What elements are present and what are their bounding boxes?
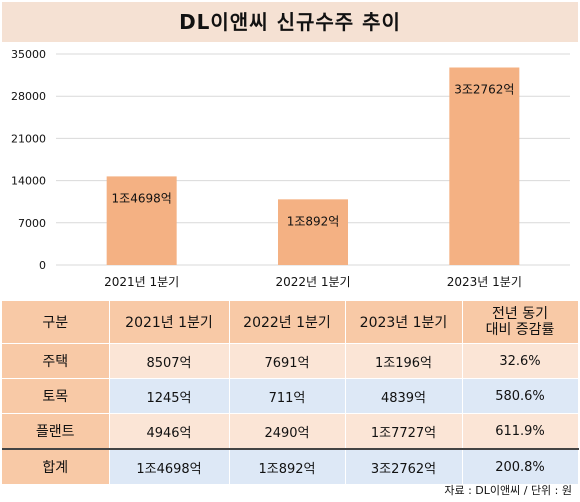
table-total-row: 합계 1조4698억 1조892억 3조2762억 200.8% [2, 448, 579, 485]
bar [449, 67, 520, 265]
y-tick-label: 7000 [18, 217, 46, 230]
y-tick-label: 35000 [11, 48, 46, 61]
table-cell: 1조4698억 [109, 448, 230, 485]
header-2023q1: 2023년 1분기 [345, 301, 463, 344]
table-cell: 580.6% [462, 378, 579, 414]
table-cell: 8507억 [109, 343, 230, 379]
chart-title: DL이앤씨 신규수주 추이 [179, 10, 401, 34]
table-cell: 4946억 [109, 413, 230, 450]
header-yoy-change: 전년 동기 대비 증감률 [462, 301, 579, 344]
table-cell: 1245억 [109, 378, 230, 414]
header-category: 구분 [2, 301, 110, 344]
y-tick-label: 14000 [11, 175, 46, 188]
table-cell: 2490억 [229, 413, 346, 450]
row-label: 토목 [2, 378, 110, 414]
x-tick-label: 2023년 1분기 [447, 275, 522, 289]
header-yoy-line2: 대비 증감률 [485, 322, 555, 338]
table-row: 플랜트 4946억 2490억 1조7727억 611.9% [2, 413, 579, 450]
total-label: 합계 [2, 448, 110, 485]
y-tick-label: 0 [39, 259, 46, 272]
header-2021q1: 2021년 1분기 [109, 301, 230, 344]
table-cell: 1조892억 [229, 448, 346, 485]
y-tick-label: 28000 [11, 90, 46, 103]
y-tick-label: 21000 [11, 132, 46, 145]
table-cell: 711억 [229, 378, 346, 414]
table-header-row: 구분 2021년 1분기 2022년 1분기 2023년 1분기 전년 동기 대… [2, 301, 579, 344]
table-row: 토목 1245억 711억 4839억 580.6% [2, 378, 579, 414]
row-label: 플랜트 [2, 413, 110, 450]
table-cell: 1조196억 [345, 343, 463, 379]
table-cell: 3조2762억 [345, 448, 463, 485]
source-note: 자료 : DL이앤씨 / 단위 : 원 [444, 484, 572, 497]
bar-chart: 0 7000 14000 21000 28000 35000 1조4698억 2021년 1분… [11, 48, 570, 289]
row-label: 주택 [2, 343, 110, 379]
bar [278, 199, 348, 265]
table-cell: 200.8% [462, 448, 579, 485]
header-yoy-line1: 전년 동기 [492, 306, 548, 322]
bar-value-label: 1조4698억 [112, 191, 172, 205]
x-tick-label: 2022년 1분기 [275, 275, 350, 289]
bar-value-label: 3조2762억 [454, 82, 514, 96]
title-bar: DL이앤씨 신규수주 추이 [2, 2, 578, 42]
table-cell: 4839억 [345, 378, 463, 414]
table-cell: 7691억 [229, 343, 346, 379]
table-cell: 32.6% [462, 343, 579, 379]
header-2022q1: 2022년 1분기 [229, 301, 346, 344]
table-cell: 611.9% [462, 413, 579, 450]
table-row: 주택 8507억 7691억 1조196억 32.6% [2, 343, 579, 379]
x-tick-label: 2021년 1분기 [104, 275, 179, 289]
breakdown-table: 구분 2021년 1분기 2022년 1분기 2023년 1분기 전년 동기 대… [2, 301, 579, 485]
bar [106, 176, 177, 265]
bar-value-label: 1조892억 [287, 214, 340, 228]
table-cell: 1조7727억 [345, 413, 463, 450]
